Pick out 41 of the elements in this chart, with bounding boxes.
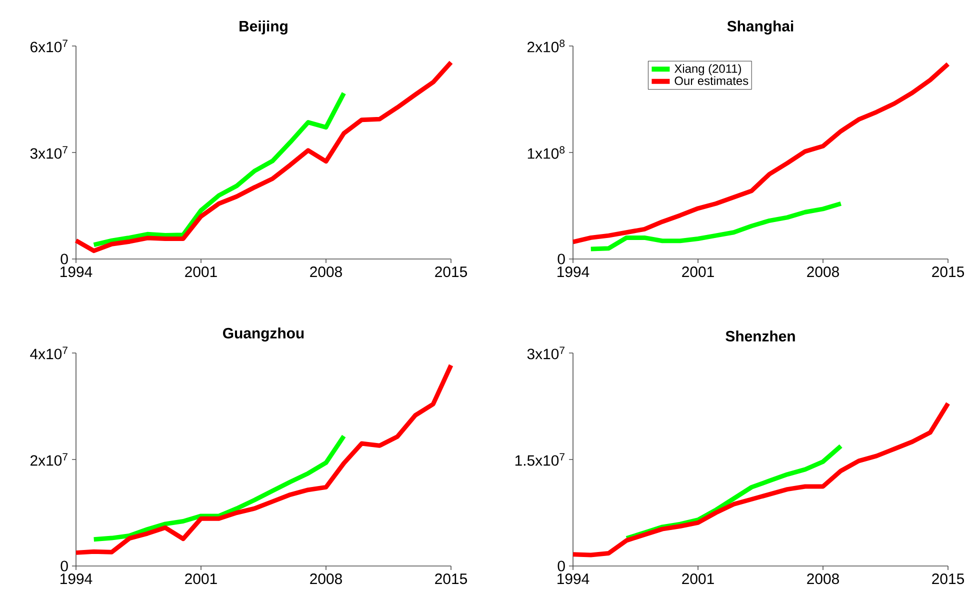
line-series: [570, 401, 950, 558]
x-tick-label: 1994: [558, 266, 590, 278]
x-tick-label: 2008: [310, 266, 342, 278]
line-series: [74, 363, 454, 555]
line-series: [570, 62, 950, 244]
x-tick-label: 1994: [558, 574, 590, 584]
x-tick-label: 2001: [682, 574, 714, 584]
x-tick-label: 2015: [932, 266, 964, 278]
y-tick-label: 1x10$^{8}$: [528, 146, 565, 159]
legend-label: Xiang (2011): [674, 64, 742, 76]
line-series: [92, 90, 346, 248]
chart-title: Beijing: [240, 20, 288, 35]
chart-title: Shenzhen: [726, 330, 795, 342]
line-series: [92, 434, 346, 542]
x-tick-label: 1994: [60, 266, 92, 278]
x-tick-label: 2008: [807, 574, 839, 584]
y-tick-label: 2x10$^{8}$: [528, 40, 565, 52]
y-tick-label: 0: [558, 560, 565, 572]
y-tick-label: 3x10$^{7}$: [527, 346, 564, 360]
y-tick-label: 1.5x10$^{7}$: [515, 453, 564, 466]
legend-label: Our estimates: [674, 76, 748, 86]
y-tick-label: 3x10$^{7}$: [30, 146, 68, 159]
y-tick-label: 0: [60, 254, 68, 264]
chart-title: Shanghai: [727, 20, 794, 35]
x-tick-label: 2015: [435, 266, 467, 278]
y-tick-label: 4x10$^{7}$: [30, 346, 68, 360]
chart-title: Guangzhou: [223, 328, 304, 342]
y-tick-label: 6x10$^{7}$: [30, 40, 68, 52]
x-tick-label: 2008: [807, 266, 839, 278]
x-tick-label: 2001: [185, 574, 217, 584]
line-series: [588, 201, 844, 252]
x-tick-label: 2008: [310, 574, 342, 584]
x-tick-label: 1994: [60, 574, 92, 584]
x-tick-label: 2015: [932, 574, 964, 584]
y-tick-label: 0: [60, 560, 68, 572]
x-tick-label: 2001: [185, 266, 217, 278]
line-series: [74, 60, 454, 254]
y-tick-label: 2x10$^{7}$: [30, 453, 68, 466]
y-tick-label: 0: [558, 254, 565, 264]
x-tick-label: 2001: [682, 266, 714, 278]
x-tick-label: 2015: [435, 574, 467, 584]
